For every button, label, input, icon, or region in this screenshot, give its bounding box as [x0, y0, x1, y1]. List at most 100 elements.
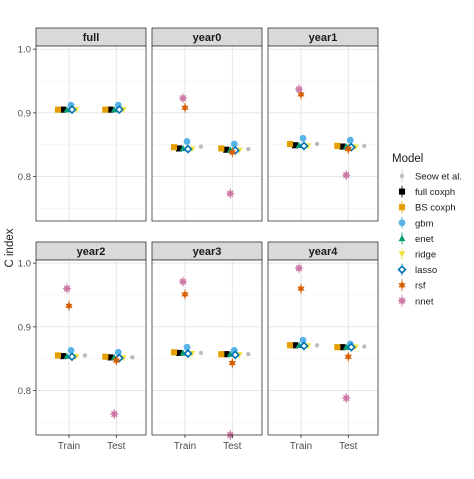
panel-bg — [268, 260, 378, 435]
strip-label: year0 — [193, 32, 222, 44]
point-rsf — [297, 90, 305, 99]
y-tick-label: 0.8 — [18, 386, 31, 397]
legend-label: enet — [415, 234, 434, 245]
legend-title: Model — [392, 153, 423, 165]
strip-label: year4 — [309, 246, 339, 258]
point-gbm — [299, 336, 307, 344]
point-bs-coxph — [218, 351, 225, 358]
panel-year4: year4 Train Test — [267, 241, 379, 452]
legend-label: nnet — [415, 296, 434, 307]
legend-key-seow-et-al- — [399, 173, 405, 179]
point-full-coxph — [59, 106, 67, 113]
point-nnet — [343, 394, 350, 402]
x-tick-label: Test — [339, 441, 358, 452]
point-lasso — [299, 341, 309, 351]
panel-bg — [152, 46, 262, 221]
point-bs-coxph — [334, 344, 341, 351]
point-gbm — [114, 348, 122, 356]
point-bs-coxph — [170, 144, 178, 151]
y-tick-label: 0.9 — [18, 322, 31, 333]
point-nnet — [63, 285, 71, 292]
point-bs-coxph — [54, 106, 62, 113]
point-lasso — [299, 141, 309, 151]
strip-label: year1 — [309, 32, 338, 44]
point-bs-coxph — [286, 342, 294, 349]
point-gbm — [67, 346, 75, 354]
point-rsf — [228, 148, 236, 157]
legend-key-gbm — [398, 219, 406, 227]
point-rsf — [297, 284, 305, 293]
y-axis-title: C index — [4, 228, 16, 267]
point-seow-et-al- — [362, 344, 367, 349]
x-tick-label: Train — [58, 441, 80, 452]
point-full-coxph — [107, 106, 114, 113]
panel-border — [267, 259, 379, 436]
point-rsf — [344, 144, 352, 154]
point-seow-et-al- — [314, 141, 320, 147]
panel-bg — [152, 260, 262, 435]
y-tick-label: 0.8 — [18, 172, 31, 183]
point-full-coxph — [175, 349, 183, 356]
panel-border — [35, 45, 147, 222]
panel-full: full 0.8 0.9 1.0 — [18, 27, 147, 222]
point-lasso — [67, 105, 77, 115]
point-bs-coxph — [334, 142, 341, 149]
panel-bg — [36, 260, 146, 435]
point-gbm — [183, 138, 191, 145]
point-nnet — [343, 171, 350, 179]
point-seow-et-al- — [246, 146, 251, 152]
point-seow-et-al- — [246, 351, 251, 357]
point-lasso — [183, 144, 193, 154]
legend-label: gbm — [415, 218, 434, 229]
legend-key-rsf — [398, 280, 406, 290]
point-bs-coxph — [286, 140, 294, 148]
point-seow-et-al- — [82, 353, 88, 358]
point-full-coxph — [291, 142, 299, 149]
panel-bg — [268, 46, 378, 221]
legend-label: Seow et al. — [415, 172, 462, 183]
panel-border — [35, 259, 147, 436]
legend-key-nnet — [398, 297, 406, 305]
panel-year3: year3 Train Test — [151, 241, 263, 452]
panel-year1: year1 — [267, 27, 379, 222]
x-tick-label: Train — [174, 441, 196, 452]
point-full-coxph — [223, 146, 230, 153]
point-full-coxph — [107, 354, 114, 361]
point-seow-et-al- — [314, 343, 320, 348]
point-bs-coxph — [170, 349, 178, 356]
panel-border — [267, 45, 379, 222]
legend-key-enet — [398, 235, 406, 242]
point-rsf — [181, 103, 189, 112]
y-tick-label: 1.0 — [18, 259, 31, 270]
point-lasso — [114, 353, 124, 363]
point-full-coxph — [223, 351, 230, 358]
legend-label: full coxph — [415, 187, 455, 198]
point-full-coxph — [291, 342, 299, 349]
x-tick-label: Test — [223, 441, 242, 452]
point-bs-coxph — [54, 352, 62, 359]
point-seow-et-al- — [362, 143, 367, 149]
point-full-coxph — [339, 143, 346, 150]
panel-border — [151, 45, 263, 222]
panel-year0: year0 — [151, 27, 263, 222]
point-rsf — [65, 301, 73, 311]
point-rsf — [181, 290, 189, 299]
point-lasso — [346, 342, 356, 352]
x-tick-label: Train — [290, 441, 312, 452]
x-tick-label: Test — [107, 441, 126, 452]
legend-label: rsf — [415, 281, 426, 292]
point-seow-et-al- — [130, 355, 135, 360]
point-nnet — [295, 86, 303, 93]
panel-bg — [36, 46, 146, 221]
legend: Model Seow et al. full coxph BS coxph gbm ene… — [392, 153, 462, 307]
point-nnet — [179, 278, 187, 285]
point-lasso — [183, 349, 193, 359]
legend-key-ridge — [398, 251, 406, 258]
point-seow-et-al- — [198, 350, 204, 356]
legend-label: ridge — [415, 250, 436, 261]
point-full-coxph — [59, 353, 67, 360]
point-lasso — [67, 352, 77, 362]
point-bs-coxph — [218, 145, 225, 152]
